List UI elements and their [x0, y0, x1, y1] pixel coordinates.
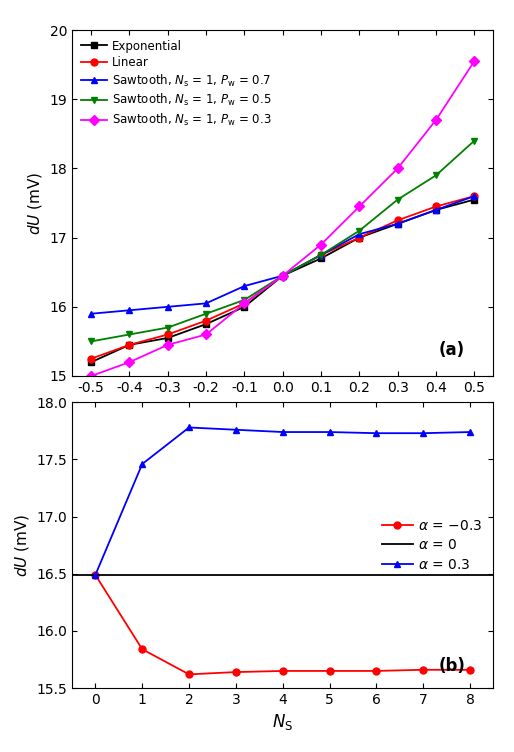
Sawtooth, $N_\mathrm{s}$ = 1, $P_\mathrm{w}$ = 0.5: [88, 337, 94, 346]
Sawtooth, $N_\mathrm{s}$ = 1, $P_\mathrm{w}$ = 0.7: [126, 306, 133, 315]
Linear: [241, 299, 247, 308]
Linear: [433, 202, 439, 211]
Line: $\alpha$ = 0.3: $\alpha$ = 0.3: [92, 424, 473, 578]
Sawtooth, $N_\mathrm{s}$ = 1, $P_\mathrm{w}$ = 0.5: [126, 330, 133, 339]
Text: (a): (a): [438, 341, 465, 359]
$\alpha$ = 0.3: [467, 428, 473, 437]
$\alpha$ = 0: [93, 571, 99, 580]
$\alpha$ = −0.3: [233, 668, 239, 677]
Sawtooth, $N_\mathrm{s}$ = 1, $P_\mathrm{w}$ = 0.3: [395, 164, 401, 173]
$\alpha$ = 0.3: [326, 428, 333, 437]
Sawtooth, $N_\mathrm{s}$ = 1, $P_\mathrm{w}$ = 0.7: [395, 220, 401, 229]
Sawtooth, $N_\mathrm{s}$ = 1, $P_\mathrm{w}$ = 0.3: [203, 330, 209, 339]
$\alpha$ = −0.3: [373, 666, 379, 675]
Sawtooth, $N_\mathrm{s}$ = 1, $P_\mathrm{w}$ = 0.7: [88, 309, 94, 318]
Y-axis label: $dU$ (mV): $dU$ (mV): [13, 514, 31, 577]
$\alpha$ = 0.3: [186, 423, 192, 432]
Sawtooth, $N_\mathrm{s}$ = 1, $P_\mathrm{w}$ = 0.3: [280, 271, 286, 280]
Linear: [164, 330, 171, 339]
$\alpha$ = 0.3: [139, 459, 145, 468]
Sawtooth, $N_\mathrm{s}$ = 1, $P_\mathrm{w}$ = 0.3: [356, 202, 362, 211]
$\alpha$ = −0.3: [326, 666, 333, 675]
$\alpha$ = 0.3: [280, 428, 286, 437]
Exponential: [241, 302, 247, 311]
Line: Sawtooth, $N_\mathrm{s}$ = 1, $P_\mathrm{w}$ = 0.3: Sawtooth, $N_\mathrm{s}$ = 1, $P_\mathrm…: [88, 58, 478, 380]
Sawtooth, $N_\mathrm{s}$ = 1, $P_\mathrm{w}$ = 0.3: [433, 116, 439, 125]
Line: Sawtooth, $N_\mathrm{s}$ = 1, $P_\mathrm{w}$ = 0.5: Sawtooth, $N_\mathrm{s}$ = 1, $P_\mathrm…: [88, 138, 478, 345]
Linear: [203, 316, 209, 325]
Exponential: [126, 341, 133, 350]
Sawtooth, $N_\mathrm{s}$ = 1, $P_\mathrm{w}$ = 0.5: [318, 250, 324, 259]
$\alpha$ = −0.3: [139, 644, 145, 653]
Sawtooth, $N_\mathrm{s}$ = 1, $P_\mathrm{w}$ = 0.7: [356, 229, 362, 238]
Sawtooth, $N_\mathrm{s}$ = 1, $P_\mathrm{w}$ = 0.7: [241, 281, 247, 290]
Linear: [88, 354, 94, 363]
Sawtooth, $N_\mathrm{s}$ = 1, $P_\mathrm{w}$ = 0.7: [203, 299, 209, 308]
Sawtooth, $N_\mathrm{s}$ = 1, $P_\mathrm{w}$ = 0.3: [126, 358, 133, 367]
Exponential: [356, 233, 362, 242]
Sawtooth, $N_\mathrm{s}$ = 1, $P_\mathrm{w}$ = 0.7: [433, 205, 439, 214]
Linear: [318, 250, 324, 259]
Exponential: [88, 358, 94, 367]
Sawtooth, $N_\mathrm{s}$ = 1, $P_\mathrm{w}$ = 0.3: [241, 299, 247, 308]
Sawtooth, $N_\mathrm{s}$ = 1, $P_\mathrm{w}$ = 0.5: [395, 195, 401, 204]
Y-axis label: $dU$ (mV): $dU$ (mV): [26, 171, 44, 235]
Linear: [356, 233, 362, 242]
Sawtooth, $N_\mathrm{s}$ = 1, $P_\mathrm{w}$ = 0.5: [471, 136, 478, 145]
$\alpha$ = −0.3: [186, 670, 192, 679]
Exponential: [433, 205, 439, 214]
Sawtooth, $N_\mathrm{s}$ = 1, $P_\mathrm{w}$ = 0.7: [318, 250, 324, 259]
X-axis label: $\alpha$: $\alpha$: [277, 400, 289, 418]
$\alpha$ = −0.3: [93, 571, 99, 580]
Sawtooth, $N_\mathrm{s}$ = 1, $P_\mathrm{w}$ = 0.5: [280, 271, 286, 280]
Sawtooth, $N_\mathrm{s}$ = 1, $P_\mathrm{w}$ = 0.5: [164, 323, 171, 332]
Sawtooth, $N_\mathrm{s}$ = 1, $P_\mathrm{w}$ = 0.5: [356, 226, 362, 235]
Linear: [126, 341, 133, 350]
Sawtooth, $N_\mathrm{s}$ = 1, $P_\mathrm{w}$ = 0.3: [318, 240, 324, 249]
X-axis label: $N_\mathrm{S}$: $N_\mathrm{S}$: [272, 712, 293, 732]
Exponential: [203, 320, 209, 329]
Line: Linear: Linear: [88, 193, 478, 362]
Linear: [280, 271, 286, 280]
Exponential: [471, 195, 478, 204]
Exponential: [280, 271, 286, 280]
Sawtooth, $N_\mathrm{s}$ = 1, $P_\mathrm{w}$ = 0.3: [164, 341, 171, 350]
Line: $\alpha$ = −0.3: $\alpha$ = −0.3: [92, 572, 473, 678]
Legend: Exponential, Linear, Sawtooth, $N_\mathrm{s}$ = 1, $P_\mathrm{w}$ = 0.7, Sawtoot: Exponential, Linear, Sawtooth, $N_\mathr…: [78, 36, 276, 132]
Sawtooth, $N_\mathrm{s}$ = 1, $P_\mathrm{w}$ = 0.7: [280, 271, 286, 280]
$\alpha$ = 0.3: [420, 429, 426, 438]
Sawtooth, $N_\mathrm{s}$ = 1, $P_\mathrm{w}$ = 0.5: [241, 296, 247, 305]
$\alpha$ = −0.3: [280, 666, 286, 675]
$\alpha$ = −0.3: [420, 666, 426, 675]
$\alpha$ = 0.3: [233, 425, 239, 434]
Exponential: [395, 220, 401, 229]
$\alpha$ = 0.3: [93, 571, 99, 580]
Sawtooth, $N_\mathrm{s}$ = 1, $P_\mathrm{w}$ = 0.5: [433, 171, 439, 180]
Line: Sawtooth, $N_\mathrm{s}$ = 1, $P_\mathrm{w}$ = 0.7: Sawtooth, $N_\mathrm{s}$ = 1, $P_\mathrm…: [88, 193, 478, 317]
Linear: [395, 216, 401, 225]
Exponential: [164, 333, 171, 342]
Text: (b): (b): [438, 657, 466, 675]
Sawtooth, $N_\mathrm{s}$ = 1, $P_\mathrm{w}$ = 0.7: [164, 302, 171, 311]
Exponential: [318, 254, 324, 263]
Sawtooth, $N_\mathrm{s}$ = 1, $P_\mathrm{w}$ = 0.3: [471, 56, 478, 65]
$\alpha$ = 0: [139, 571, 145, 580]
Linear: [471, 192, 478, 201]
Line: Exponential: Exponential: [88, 196, 478, 365]
Sawtooth, $N_\mathrm{s}$ = 1, $P_\mathrm{w}$ = 0.7: [471, 192, 478, 201]
Sawtooth, $N_\mathrm{s}$ = 1, $P_\mathrm{w}$ = 0.5: [203, 309, 209, 318]
Legend: $\alpha$ = −0.3, $\alpha$ = 0, $\alpha$ = 0.3: $\alpha$ = −0.3, $\alpha$ = 0, $\alpha$ …: [378, 514, 486, 576]
$\alpha$ = 0.3: [373, 429, 379, 438]
$\alpha$ = −0.3: [467, 666, 473, 675]
Sawtooth, $N_\mathrm{s}$ = 1, $P_\mathrm{w}$ = 0.3: [88, 371, 94, 381]
